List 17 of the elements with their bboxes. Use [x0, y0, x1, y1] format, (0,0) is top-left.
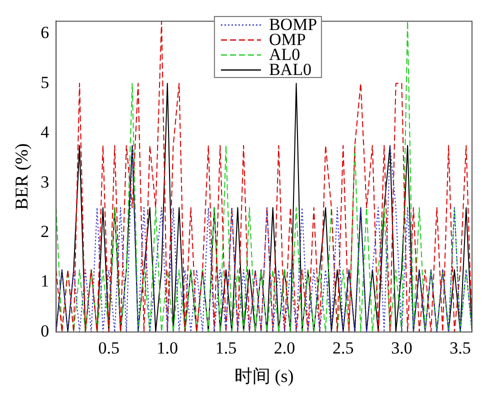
y-tick-label: 5 [40, 72, 50, 92]
x-tick-label: 3.5 [450, 338, 471, 358]
y-tick-label: 4 [40, 122, 50, 142]
x-tick-label: 1.5 [215, 338, 237, 358]
x-tick-label: 3.0 [391, 338, 412, 358]
y-tick-label: 1 [40, 272, 50, 291]
x-tick-label: 2.0 [274, 338, 296, 358]
y-tick-label: 0 [40, 321, 50, 340]
x-tick-label: 1.0 [156, 338, 178, 358]
line-series [56, 145, 472, 332]
y-tick-label: 3 [40, 172, 50, 192]
y-axis-title: BER (%) [12, 143, 32, 210]
x-axis-title: 时间 (s) [234, 366, 294, 386]
y-tick-label: 6 [40, 23, 50, 42]
y-tick-label: 2 [40, 222, 50, 242]
x-tick-label: 2.5 [332, 338, 354, 358]
x-tick-label: 0.5 [98, 338, 120, 358]
